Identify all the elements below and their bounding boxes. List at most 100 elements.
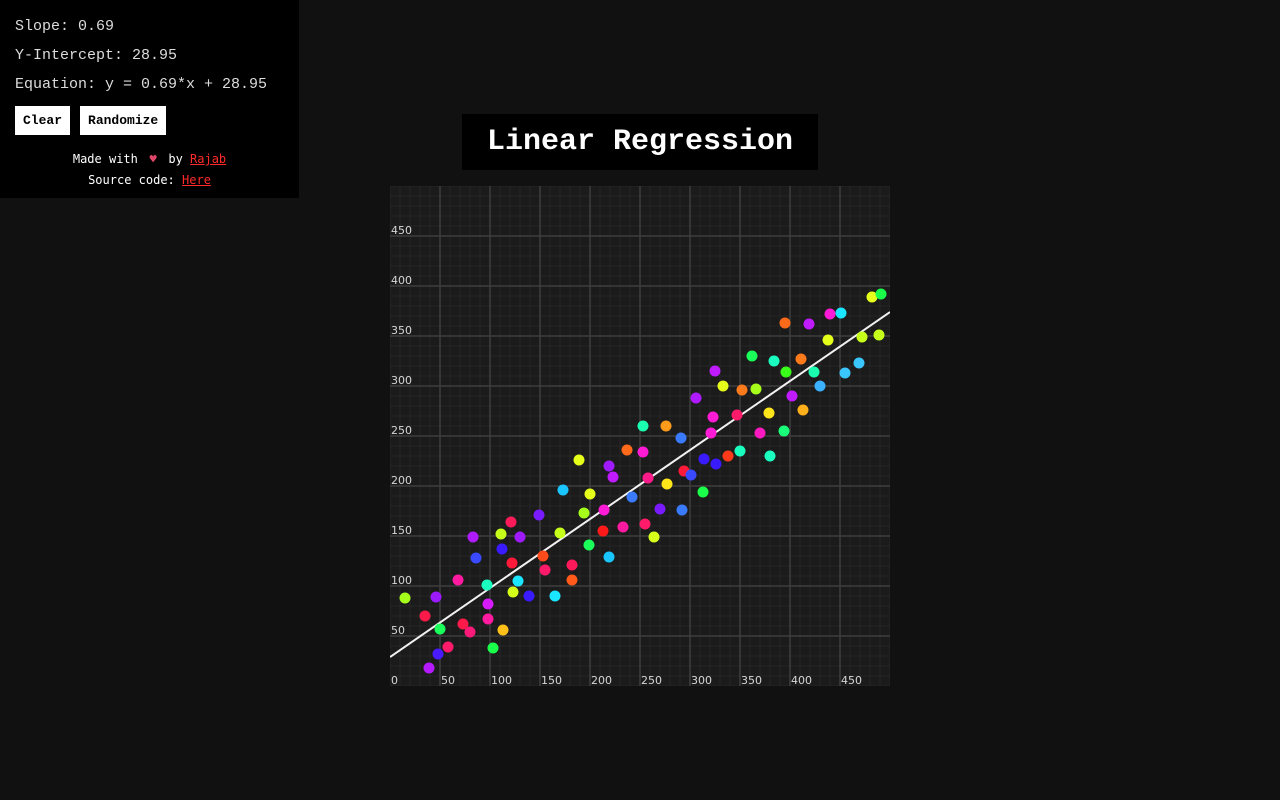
data-point [423,662,435,674]
data-point [537,550,549,562]
y-tick-label: 100 [391,574,412,587]
data-point [856,331,868,343]
data-point [578,507,590,519]
x-tick-label: 350 [741,674,762,686]
y-tick-label: 350 [391,324,412,337]
data-point [746,350,758,362]
data-point [697,486,709,498]
data-point [835,307,847,319]
data-point [464,626,476,638]
data-point [597,525,609,537]
data-point [710,458,722,470]
data-point [754,427,766,439]
data-point [676,504,688,516]
data-point [778,425,790,437]
data-point [470,552,482,564]
data-point [750,383,762,395]
data-point [583,539,595,551]
slope-readout: Slope: 0.69 [15,18,115,35]
credits-line-source: Source code: Here [15,170,284,191]
data-point [637,446,649,458]
data-point [709,365,721,377]
data-point [626,491,638,503]
credits: Made with ♥ by Rajab Source code: Here [15,149,284,191]
x-tick-label: 250 [641,674,662,686]
author-link[interactable]: Rajab [190,152,227,166]
x-tick-label: 150 [541,674,562,686]
data-point [512,575,524,587]
data-point [507,586,519,598]
y-tick-label: 450 [391,224,412,237]
credits-line-author: Made with ♥ by Rajab [15,149,284,170]
data-point [637,420,649,432]
x-tick-label: 50 [441,674,455,686]
data-point [566,574,578,586]
title-box: Linear Regression [462,114,818,170]
data-point [648,531,660,543]
data-point [764,450,776,462]
regression-plot-canvas[interactable]: 0 50 100 150 200 250 300 350 400 450 50 100 150 200 25… [390,186,890,686]
data-point [705,427,717,439]
data-point [514,531,526,543]
data-point [853,357,865,369]
data-point [731,409,743,421]
data-point [642,472,654,484]
data-point [822,334,834,346]
data-point [660,420,672,432]
page-title: Linear Regression [486,125,794,159]
data-point [654,503,666,515]
data-point [554,527,566,539]
by-label: by [168,152,183,166]
data-point [795,353,807,365]
x-tick-label: 300 [691,674,712,686]
x-tick-label: 450 [841,674,862,686]
data-point [481,579,493,591]
data-point [824,308,836,320]
equation-readout: Equation: y = 0.69*x + 28.95 [15,76,268,93]
tick-labels: 0 50 100 150 200 250 300 350 400 450 50 100 150 200 25… [391,224,862,686]
randomize-button[interactable]: Randomize [80,106,167,135]
data-point [734,445,746,457]
data-point [482,598,494,610]
y-tick-label: 400 [391,274,412,287]
data-point [763,407,775,419]
source-code-label: Source code: [88,173,175,187]
y-tick-label: 200 [391,474,412,487]
y-tick-label: 50 [391,624,405,637]
major-grid [390,186,890,686]
data-point [566,559,578,571]
data-point [786,390,798,402]
data-point [452,574,464,586]
data-point [736,384,748,396]
data-point [539,564,551,576]
data-points [399,288,887,674]
x-tick-label: 0 [391,674,398,686]
data-point [639,518,651,530]
data-point [432,648,444,660]
data-point [496,543,508,555]
data-point [808,366,820,378]
data-point [873,329,885,341]
data-point [607,471,619,483]
data-point [505,516,517,528]
data-point [839,367,851,379]
x-tick-label: 100 [491,674,512,686]
button-row: Clear Randomize [15,106,284,135]
clear-button[interactable]: Clear [15,106,71,135]
data-point [603,551,615,563]
regression-line-group [390,311,890,658]
control-panel: Slope: 0.69 Y-Intercept: 28.95 Equation:… [0,0,299,198]
data-point [430,591,442,603]
heart-icon: ♥ [149,152,157,166]
data-point [603,460,615,472]
data-point [573,454,585,466]
source-code-link[interactable]: Here [182,173,211,187]
y-tick-label: 300 [391,374,412,387]
data-point [584,488,596,500]
data-point [617,521,629,533]
data-point [685,469,697,481]
x-tick-label: 200 [591,674,612,686]
data-point [707,411,719,423]
data-point [434,623,446,635]
data-point [661,478,673,490]
